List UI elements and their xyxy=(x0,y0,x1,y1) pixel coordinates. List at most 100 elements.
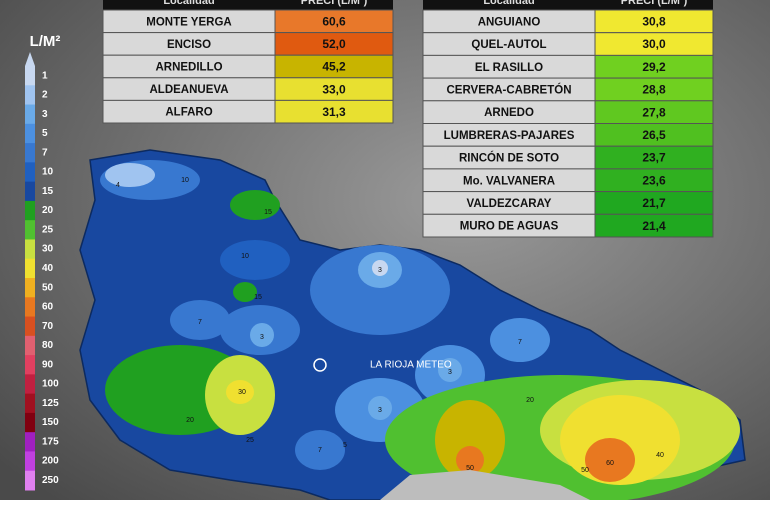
contour-label: 60 xyxy=(606,460,614,467)
table-header xyxy=(103,0,393,10)
station-value: 21,4 xyxy=(642,219,666,233)
legend-label: 25 xyxy=(42,224,54,235)
table-header-cell: PRECI (L/M²) xyxy=(301,0,368,7)
table-value-cell xyxy=(274,99,394,124)
station-name: ANGUIANO xyxy=(478,16,541,28)
legend-swatch xyxy=(25,316,35,337)
legend-label: 200 xyxy=(42,456,59,467)
contour-label: 20 xyxy=(526,397,534,404)
contour-label: 3 xyxy=(448,369,452,376)
legend-label: 15 xyxy=(42,186,54,197)
contour-label: 4 xyxy=(116,182,120,189)
legend-label: 150 xyxy=(42,417,59,428)
legend-label: 125 xyxy=(42,398,59,409)
station-name: MURO DE AGUAS xyxy=(460,221,559,233)
station-value: 23,7 xyxy=(642,151,666,165)
station-name: ALDEANUEVA xyxy=(149,84,228,96)
legend-label: 175 xyxy=(42,436,59,447)
legend-label: 40 xyxy=(42,263,54,274)
contour-label: 7 xyxy=(318,447,322,454)
station-name: Mo. VALVANERA xyxy=(463,175,555,187)
legend-label: 7 xyxy=(42,147,48,158)
legend-label: 1 xyxy=(42,70,48,81)
contour-label: 15 xyxy=(264,209,272,216)
legend-label: 10 xyxy=(42,167,54,178)
legend-swatch xyxy=(25,239,35,260)
legend-swatch xyxy=(25,451,35,472)
legend-label: 20 xyxy=(42,205,54,216)
contour-label: 7 xyxy=(198,319,202,326)
watermark: LA RIOJA METEO xyxy=(370,360,452,371)
station-name: RINCÓN DE SOTO xyxy=(459,152,559,165)
station-value: 27,8 xyxy=(642,105,666,119)
legend-swatch xyxy=(25,335,35,356)
station-value: 21,7 xyxy=(642,196,666,210)
legend-swatch xyxy=(25,162,35,183)
contour-label: 25 xyxy=(246,437,254,444)
contour-label: 50 xyxy=(581,467,589,474)
legend-label: 2 xyxy=(42,90,48,101)
legend-swatch xyxy=(25,258,35,279)
legend-swatch xyxy=(25,104,35,125)
station-name: ARNEDO xyxy=(484,107,534,119)
contour-label: 10 xyxy=(241,253,249,260)
watermark-logo xyxy=(313,358,327,372)
legend-swatch xyxy=(25,355,35,375)
legend-label: 90 xyxy=(42,359,54,370)
legend-swatch xyxy=(25,432,35,452)
station-name: CERVERA-CABRETÓN xyxy=(446,83,571,96)
station-name: ENCISO xyxy=(167,39,211,51)
legend-label: 3 xyxy=(42,109,48,120)
legend-swatch xyxy=(25,66,35,86)
legend-label: 250 xyxy=(42,475,59,486)
legend-label: 30 xyxy=(42,244,54,255)
legend-title: L/M² xyxy=(30,33,61,50)
legend-swatch xyxy=(25,393,35,414)
contour-label: 50 xyxy=(466,465,474,472)
station-value: 60,6 xyxy=(322,14,346,28)
contour-label: 20 xyxy=(186,417,194,424)
station-value: 52,0 xyxy=(322,37,346,51)
station-name: LUMBRERAS-PAJARES xyxy=(444,130,575,142)
contour-label: 3 xyxy=(378,267,382,274)
station-value: 23,6 xyxy=(642,173,666,187)
legend-label: 50 xyxy=(42,282,54,293)
legend-swatch xyxy=(25,85,35,106)
station-name: QUEL-AUTOL xyxy=(471,39,546,51)
legend-arrow xyxy=(25,52,35,66)
contour-label: 15 xyxy=(254,294,262,301)
contour-label: 3 xyxy=(260,334,264,341)
station-value: 29,2 xyxy=(642,60,666,74)
station-name: ALFARO xyxy=(165,107,212,119)
legend-swatch xyxy=(25,200,35,221)
contour-label: 30 xyxy=(238,389,246,396)
contour-label: 5 xyxy=(343,442,347,449)
table-value-cell xyxy=(594,213,714,238)
table-header xyxy=(423,0,713,10)
station-value: 30,8 xyxy=(642,15,666,29)
station-value: 28,8 xyxy=(642,83,666,97)
legend-swatch xyxy=(25,278,35,298)
legend-swatch xyxy=(25,374,35,395)
station-value: 45,2 xyxy=(322,60,346,74)
station-name: MONTE YERGA xyxy=(146,16,231,28)
contour-label: 7 xyxy=(518,339,522,346)
station-name: EL RASILLO xyxy=(475,62,543,74)
contour-label: 3 xyxy=(378,407,382,414)
contour-label: 40 xyxy=(656,452,664,459)
legend-label: 80 xyxy=(42,340,54,351)
legend-swatch xyxy=(25,181,35,202)
legend-swatch xyxy=(25,412,35,433)
table-header-cell: Localidad xyxy=(483,0,534,7)
legend-swatch xyxy=(25,297,35,318)
legend-label: 70 xyxy=(42,321,54,332)
legend-swatch xyxy=(25,220,35,240)
region-map xyxy=(79,149,746,505)
station-value: 30,0 xyxy=(642,37,666,51)
station-value: 26,5 xyxy=(642,128,666,142)
table-header-cell: Localidad xyxy=(163,0,214,7)
legend-label: 60 xyxy=(42,302,54,313)
station-value: 33,0 xyxy=(322,82,346,96)
